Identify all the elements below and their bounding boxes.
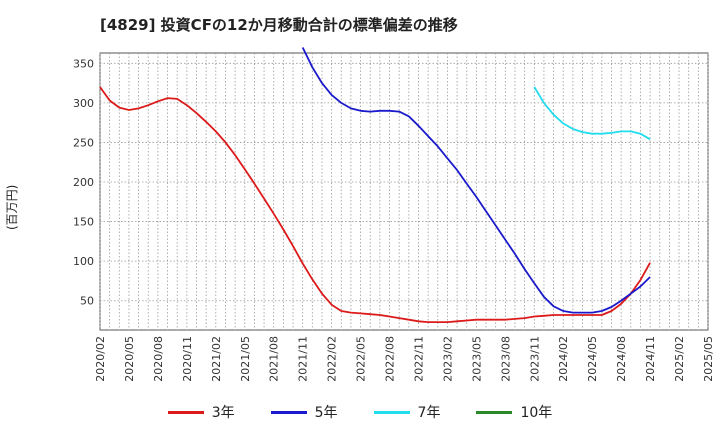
x-tick-label: 2021/11	[297, 336, 310, 382]
x-tick-label: 2020/05	[123, 336, 136, 382]
series-line-1	[301, 47, 651, 314]
legend-swatch	[270, 410, 307, 414]
legend-swatch	[167, 410, 204, 414]
plot-area	[99, 52, 709, 331]
x-tick-label: 2024/11	[644, 336, 657, 382]
x-tick-label: 2020/02	[94, 336, 107, 382]
legend-item-3: 10年	[476, 402, 552, 422]
x-tick-label: 2020/11	[181, 336, 194, 382]
x-tick-label: 2023/02	[441, 336, 454, 382]
chart-title: [4829] 投資CFの12か月移動合計の標準偏差の推移	[100, 16, 458, 34]
legend-swatch	[373, 410, 410, 414]
x-tick-label: 2022/05	[355, 336, 368, 382]
x-tick-label: 2022/02	[326, 336, 339, 382]
legend-item-1: 5年	[270, 402, 338, 422]
x-tick-label: 2021/05	[239, 336, 252, 382]
x-tick-label: 2023/11	[528, 336, 541, 382]
x-tick-label: 2023/05	[470, 336, 483, 382]
series-line-0	[99, 86, 651, 324]
x-tick-label: 2023/08	[499, 336, 512, 382]
x-tick-label: 2024/05	[586, 336, 599, 382]
legend: 3年 5年 7年 10年	[0, 402, 720, 422]
y-tick-label: 300	[73, 97, 94, 110]
x-tick-label: 2021/02	[210, 336, 223, 382]
x-tick-label: 2024/02	[557, 336, 570, 382]
legend-label: 7年	[417, 405, 441, 421]
legend-label: 3年	[211, 405, 235, 421]
y-tick-label: 350	[73, 57, 94, 70]
y-tick-label: 100	[73, 255, 94, 268]
legend-label: 10年	[520, 405, 553, 421]
y-tick-label: 250	[73, 136, 94, 149]
x-tick-label: 2025/05	[702, 336, 715, 382]
legend-swatch	[476, 410, 513, 414]
series-line-2	[533, 86, 651, 141]
y-tick-label: 200	[73, 176, 94, 189]
legend-item-0: 3年	[167, 402, 235, 422]
x-tick-label: 2021/08	[268, 336, 281, 382]
x-tick-label: 2025/02	[673, 336, 686, 382]
x-tick-label: 2022/11	[412, 336, 425, 382]
x-tick-label: 2020/08	[152, 336, 165, 382]
y-tick-label: 50	[80, 295, 94, 308]
x-tick-label: 2024/08	[615, 336, 628, 382]
legend-label: 5年	[314, 405, 338, 421]
x-tick-label: 2022/08	[384, 336, 397, 382]
y-tick-label: 150	[73, 216, 94, 229]
legend-item-2: 7年	[373, 402, 441, 422]
